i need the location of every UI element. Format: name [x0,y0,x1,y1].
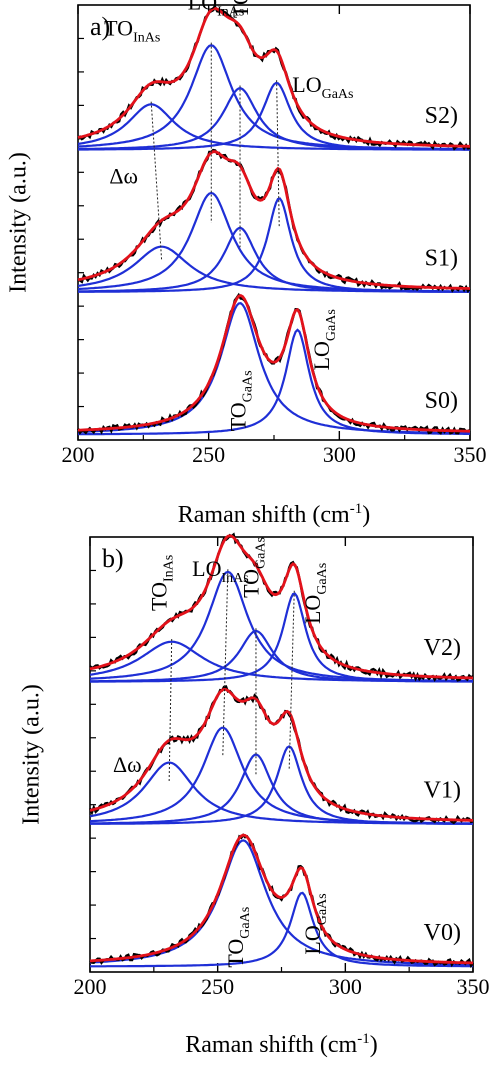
total-fit-line [77,6,470,148]
fit-component-line [90,592,474,683]
fit-component-line [77,245,470,293]
spectrum-label: V0) [424,920,461,946]
peak-guide-line [288,590,295,770]
x-tick-label: 350 [454,442,487,467]
spectrum-S2: S2) [77,4,471,151]
fit-component-line [78,197,470,293]
spectrum-label: S1) [425,245,458,271]
total-fit-line [78,293,470,433]
total-fit-line [89,534,474,680]
fit-component-line [89,839,474,966]
peak-annotation: TOGaAs [228,0,258,18]
y-axis-label: Intensity (a.u.) [19,684,45,825]
peak-annotation: TOGaAs [223,907,253,968]
peak-annotation: Δω [113,752,142,777]
total-fit-line [89,687,474,822]
peak-annotation: LOGaAs [300,893,330,954]
panel-label: a) [90,12,110,41]
spectrum-V0: V0) [89,833,474,969]
spectrum-V1: V1) [88,685,474,825]
x-tick-label: 250 [201,974,234,999]
chart-panel-a: 200 250 300 350 Raman shifth (cm-1) Intensity… [6,0,487,528]
chart-panel-b: 200 250 300 350 Raman shifth (cm-1) Intensity… [19,532,490,1058]
peak-annotation: LOGaAs [292,72,353,102]
peak-guide-line [168,639,173,782]
spectrum-S0: S0) [76,292,471,436]
fit-component-line [89,745,473,825]
spectrum-S1: S1) [77,148,471,293]
spectrum-label: S0) [425,388,458,414]
peak-annotation: LOGaAs [300,563,330,624]
x-tick-label: 200 [74,974,107,999]
total-fit-line [77,150,470,290]
experimental-line [76,292,471,435]
fit-component-line [89,726,473,825]
x-tick-label: 300 [329,974,362,999]
x-axis-label: Raman shifth (cm-1) [185,1031,377,1058]
x-axis-label: Raman shifth (cm-1) [178,501,370,528]
experimental-line [77,4,471,151]
fit-component-line [77,302,471,435]
total-fit-line [89,833,473,965]
peak-annotation: Δω [109,163,138,188]
fit-component-line [78,328,470,436]
x-tick-label: 350 [457,974,490,999]
panel-label: b) [102,544,124,573]
experimental-line [89,833,474,969]
spectrum-label: S2) [425,103,458,129]
fit-component-line [90,891,473,968]
fit-component-line [78,81,470,151]
peak-guide-line [276,80,280,227]
x-tick-label: 250 [192,442,225,467]
peak-annotation: LOInAs [192,556,249,586]
experimental-line [88,685,474,825]
spectrum-V2: V2) [89,532,474,683]
plot-frame [77,4,471,441]
y-axis-label: Intensity (a.u.) [6,152,32,293]
x-tick-label: 300 [323,442,356,467]
spectrum-label: V1) [424,777,461,803]
spectrum-label: V2) [424,635,461,661]
peak-annotation: LOGaAs [309,309,339,370]
peak-annotation: LOInAs [188,0,245,19]
peak-guide-line [150,101,163,261]
peak-guide-line [222,569,229,757]
peak-annotation: TOInAs [147,555,177,611]
peak-annotation: TOGaAs [239,537,269,598]
peak-annotation: TOGaAs [225,370,255,431]
x-tick-label: 200 [62,442,95,467]
peak-annotation: TOInAs [104,15,160,45]
